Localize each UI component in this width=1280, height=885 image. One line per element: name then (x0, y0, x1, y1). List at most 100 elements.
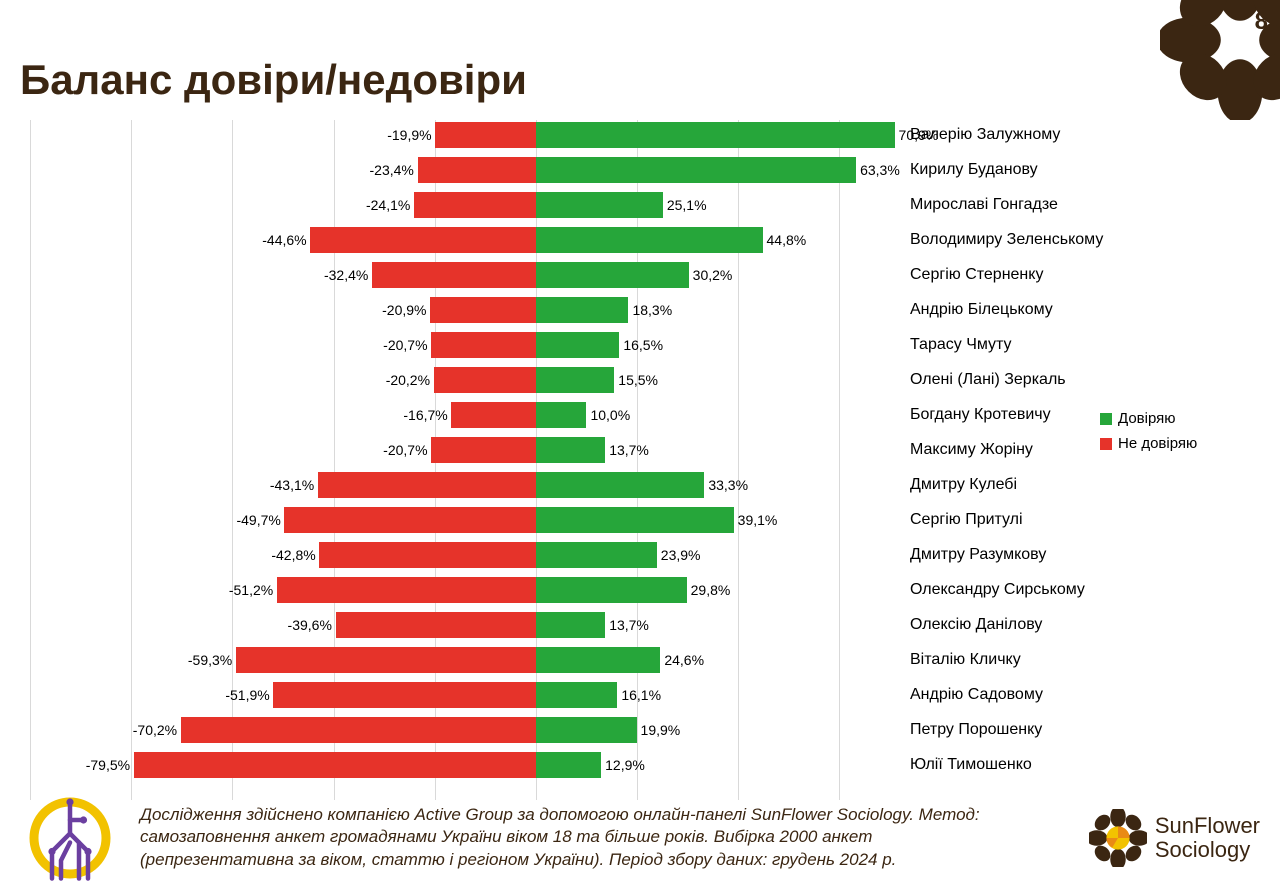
person-name-label: Богдану Кротевичу (910, 406, 1051, 424)
bar-trust-label: 24,6% (664, 652, 704, 668)
bar-distrust-label: -24,1% (366, 197, 410, 213)
person-name-label: Юлії Тимошенко (910, 756, 1032, 774)
person-name-label: Максиму Жоріну (910, 441, 1033, 459)
bar-distrust (277, 577, 536, 603)
bar-distrust-label: -39,6% (288, 617, 332, 633)
bar-trust-label: 39,1% (738, 512, 778, 528)
bar-trust-label: 29,8% (691, 582, 731, 598)
bar-distrust (318, 472, 536, 498)
bar-trust-label: 25,1% (667, 197, 707, 213)
bar-trust-label: 13,7% (609, 617, 649, 633)
bar-distrust (319, 542, 536, 568)
bar-distrust-label: -19,9% (387, 127, 431, 143)
person-name-label: Тарасу Чмуту (910, 336, 1012, 354)
bar-distrust (414, 192, 536, 218)
bar-trust (536, 472, 704, 498)
gridline (839, 120, 840, 800)
bar-trust (536, 612, 605, 638)
gridline (30, 120, 31, 800)
footer-methodology-text: Дослідження здійснено компанією Active G… (130, 804, 1030, 870)
bar-trust (536, 367, 614, 393)
legend-item-trust: Довіряю (1100, 410, 1197, 427)
legend-item-distrust: Не довіряю (1100, 435, 1197, 452)
person-name-label: Олексію Данілову (910, 616, 1042, 634)
bar-distrust-label: -49,7% (236, 512, 280, 528)
bar-distrust-label: -51,9% (225, 687, 269, 703)
bar-trust (536, 227, 763, 253)
gridline (738, 120, 739, 800)
bar-distrust-label: -32,4% (324, 267, 368, 283)
bar-trust (536, 437, 605, 463)
bar-trust-label: 18,3% (632, 302, 672, 318)
bar-distrust-label: -70,2% (133, 722, 177, 738)
bar-trust (536, 542, 657, 568)
brand-line-1: SunFlower (1155, 814, 1260, 837)
page-title: Баланс довіри/недовіри (20, 56, 527, 104)
bar-distrust-label: -16,7% (403, 407, 447, 423)
bar-distrust (418, 157, 536, 183)
bar-distrust-label: -20,7% (383, 442, 427, 458)
bar-distrust (310, 227, 536, 253)
active-group-logo (20, 793, 130, 883)
bar-trust-label: 10,0% (590, 407, 630, 423)
bar-trust-label: 44,8% (767, 232, 807, 248)
person-name-label: Дмитру Разумкову (910, 546, 1046, 564)
bar-distrust (336, 612, 536, 638)
bar-trust-label: 23,9% (661, 547, 701, 563)
bar-trust (536, 122, 895, 148)
bar-distrust-label: -20,2% (386, 372, 430, 388)
bar-distrust (134, 752, 536, 778)
brand-line-2: Sociology (1155, 838, 1260, 861)
person-name-label: Віталію Кличку (910, 651, 1021, 669)
bar-distrust-label: -44,6% (262, 232, 306, 248)
bar-trust (536, 577, 687, 603)
bar-trust-label: 12,9% (605, 757, 645, 773)
bar-trust-label: 70,9% (899, 127, 939, 143)
person-name-label: Олені (Лані) Зеркаль (910, 371, 1066, 389)
legend-swatch-trust (1100, 413, 1112, 425)
sunflower-sociology-logo: SunFlower Sociology (1030, 809, 1260, 867)
bar-distrust (284, 507, 535, 533)
footer: Дослідження здійснено компанією Active G… (0, 790, 1280, 885)
bar-trust-label: 15,5% (618, 372, 658, 388)
bar-trust (536, 262, 689, 288)
gridline (131, 120, 132, 800)
bar-trust (536, 647, 660, 673)
bar-distrust (434, 367, 536, 393)
bar-trust (536, 717, 637, 743)
bar-trust (536, 192, 663, 218)
person-name-label: Володимиру Зеленському (910, 231, 1103, 249)
bar-trust (536, 402, 587, 428)
bar-distrust (431, 437, 536, 463)
person-name-label: Петру Порошенку (910, 721, 1042, 739)
bar-trust (536, 297, 629, 323)
person-name-label: Сергію Стерненку (910, 266, 1043, 284)
bar-distrust-label: -59,3% (188, 652, 232, 668)
chart-legend: Довіряю Не довіряю (1100, 410, 1197, 460)
bar-distrust-label: -79,5% (86, 757, 130, 773)
page-number: 8 (1255, 8, 1268, 36)
person-name-label: Кирилу Буданову (910, 161, 1038, 179)
slide-page: 8 Баланс довіри/недовіри -19,9%70,9%Вале… (0, 0, 1280, 885)
person-name-label: Сергію Притулі (910, 511, 1023, 529)
bar-distrust (431, 332, 536, 358)
bar-trust (536, 752, 601, 778)
bar-distrust-label: -23,4% (370, 162, 414, 178)
bar-trust-label: 33,3% (708, 477, 748, 493)
bar-distrust-label: -42,8% (271, 547, 315, 563)
person-name-label: Андрію Білецькому (910, 301, 1053, 319)
bar-trust (536, 332, 619, 358)
bar-distrust-label: -20,7% (383, 337, 427, 353)
bar-distrust (430, 297, 536, 323)
bar-distrust (372, 262, 536, 288)
legend-label-distrust: Не довіряю (1118, 435, 1197, 452)
bar-distrust-label: -43,1% (270, 477, 314, 493)
bar-distrust (181, 717, 536, 743)
legend-label-trust: Довіряю (1118, 410, 1176, 427)
bar-trust-label: 16,5% (623, 337, 663, 353)
sunflower-brand-text: SunFlower Sociology (1155, 814, 1260, 860)
person-name-label: Андрію Садовому (910, 686, 1043, 704)
person-name-label: Мирославі Гонгадзе (910, 196, 1058, 214)
legend-swatch-distrust (1100, 438, 1112, 450)
bar-distrust-label: -51,2% (229, 582, 273, 598)
